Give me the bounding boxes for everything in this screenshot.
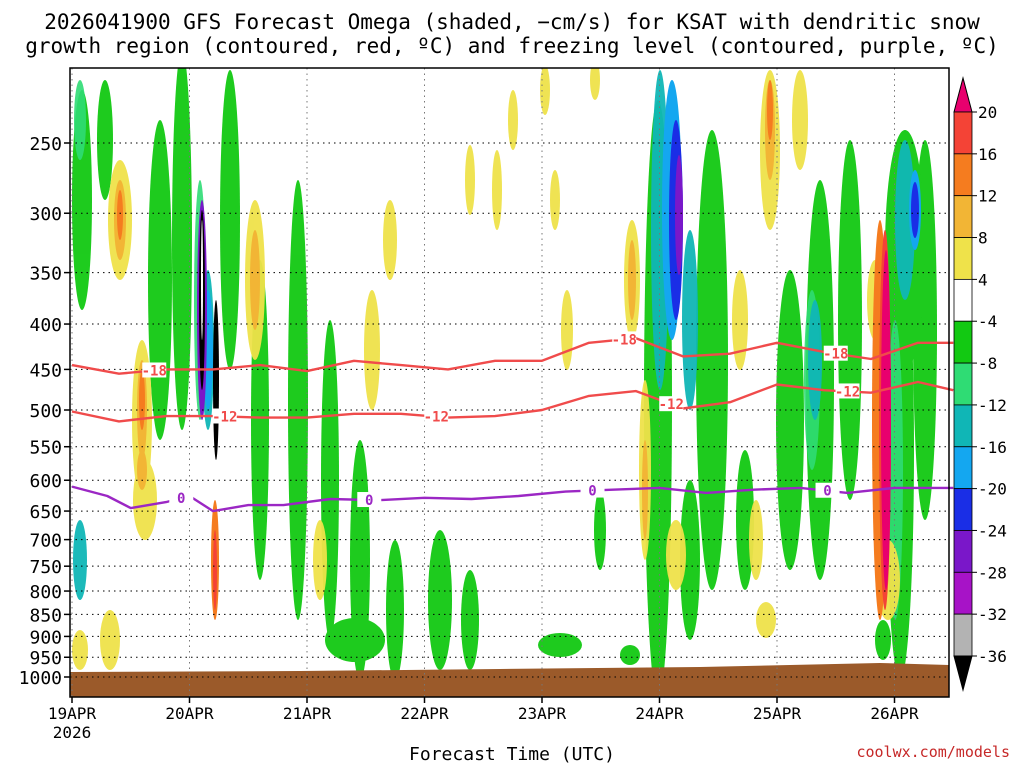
- x-tick-label: 20APR: [165, 704, 214, 723]
- colorbar-label: -20: [978, 480, 1007, 499]
- contour-label: -12: [659, 397, 684, 413]
- contour-line: [71, 337, 954, 375]
- x-tick-label: 25APR: [753, 704, 802, 723]
- x-tick-year: 2026: [53, 723, 92, 742]
- colorbar: 20 16 12 8 4 -4 -8 -12 -16 -20 -24 -28 -32 -36: [953, 76, 1007, 692]
- colorbar-label: -28: [978, 563, 1007, 582]
- colorbar-segment: [953, 530, 973, 573]
- x-axis-ticks: 19APR 20APR 21APR 22APR 23APR 24APR 25APR 26APR…: [48, 697, 919, 742]
- colorbar-segment: [953, 237, 973, 280]
- colorbar-label: -16: [978, 438, 1007, 457]
- contour-label-bg: [357, 492, 382, 508]
- contour-label-bg: [659, 396, 684, 412]
- y-tick-label: 600: [29, 471, 62, 492]
- contour-label: 0: [823, 484, 831, 500]
- contour-label-bg: [823, 345, 848, 361]
- colorbar-segment: [953, 153, 973, 197]
- x-tick-label: 23APR: [518, 704, 567, 723]
- contour-label-bg: [424, 408, 449, 424]
- omega-shading: [70, 68, 949, 697]
- colorbar-segment: [953, 362, 973, 406]
- y-tick-label: 850: [29, 605, 62, 626]
- temperature-contours: -18 -18 -18 -12 -12 -12 -12 0 0 0 0: [71, 331, 954, 513]
- colorbar-label: -24: [978, 521, 1007, 540]
- contour-label-bg: [142, 362, 167, 378]
- contour-label: -12: [212, 409, 237, 425]
- colorbar-segment: [953, 446, 973, 490]
- y-tick-label: 250: [29, 134, 62, 155]
- colorbar-label: 4: [978, 270, 988, 289]
- y-tick-label: 900: [29, 627, 62, 648]
- contour-label-bg: [580, 482, 605, 498]
- contour-label: -18: [612, 332, 637, 348]
- contour-label: 0: [177, 491, 185, 507]
- x-tick-label: 19APR: [48, 704, 97, 723]
- plot-frame: [69, 67, 950, 698]
- colorbar-segment: [953, 613, 973, 657]
- colorbar-label: 16: [978, 145, 997, 164]
- colorbar-label: -4: [978, 312, 997, 331]
- contour-label: -12: [835, 384, 860, 400]
- y-tick-label: 800: [29, 582, 62, 603]
- y-tick-label: 1000: [19, 668, 62, 689]
- chart-title-line-2: growth region (contoured, red, ºC) and f…: [25, 34, 999, 58]
- contour-label: 0: [588, 484, 596, 500]
- contour-label: -18: [142, 363, 167, 379]
- y-tick-label: 450: [29, 360, 62, 381]
- contour-label: -18: [823, 347, 848, 363]
- colorbar-label: -12: [978, 396, 1007, 415]
- x-tick-label: 21APR: [283, 704, 332, 723]
- colorbar-label: -32: [978, 605, 1007, 624]
- x-tick-label: 24APR: [635, 704, 684, 723]
- y-tick-label: 350: [29, 264, 62, 285]
- y-tick-label: 300: [29, 204, 62, 225]
- x-tick-label: 22APR: [400, 704, 449, 723]
- y-tick-label: 950: [29, 648, 62, 669]
- contour-label-bg: [835, 383, 860, 399]
- colorbar-segment: [953, 404, 973, 448]
- colorbar-segment: [953, 571, 973, 615]
- x-tick-label: 26APR: [870, 704, 919, 723]
- chart-title-line-1: 2026041900 GFS Forecast Omega (shaded, −…: [44, 10, 980, 34]
- y-tick-label: 500: [29, 401, 62, 422]
- y-tick-label: 650: [29, 502, 62, 523]
- y-tick-label: 550: [29, 438, 62, 459]
- y-axis-ticks: 2503003504004505005506006507007508008509…: [19, 134, 70, 689]
- colorbar-label: 12: [978, 187, 997, 206]
- colorbar-segment: [953, 195, 973, 238]
- contour-label: -12: [424, 410, 449, 426]
- contour-label-bg: [212, 408, 237, 424]
- colorbar-label: -36: [978, 647, 1007, 666]
- colorbar-segment: [953, 488, 973, 531]
- colorbar-arrow-top: [953, 76, 973, 113]
- grid-lines: [70, 68, 949, 697]
- credit-text: coolwx.com/models: [856, 743, 1010, 761]
- contour-label-bg: [815, 482, 840, 498]
- y-tick-label: 700: [29, 531, 62, 552]
- x-axis-label: Forecast Time (UTC): [409, 744, 615, 765]
- colorbar-arrow-bottom: [953, 655, 973, 692]
- colorbar-label: 8: [978, 229, 988, 248]
- y-tick-label: 750: [29, 557, 62, 578]
- colorbar-segment: [953, 320, 973, 364]
- colorbar-label: -8: [978, 354, 997, 373]
- colorbar-label: 20: [978, 103, 997, 122]
- contour-label-bg: [612, 331, 637, 347]
- contour-label: 0: [365, 493, 373, 509]
- colorbar-segment: [953, 111, 973, 155]
- contour-label-bg: [169, 490, 194, 506]
- y-tick-label: 400: [29, 315, 62, 336]
- colorbar-segment: [953, 278, 973, 322]
